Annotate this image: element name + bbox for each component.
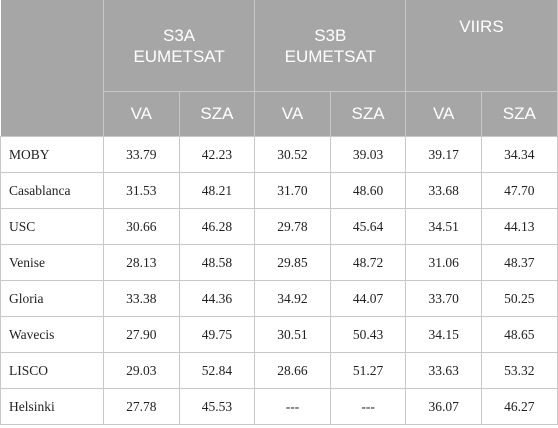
corner-cell	[0, 0, 104, 137]
site-name-cell: Wavecis	[0, 316, 104, 353]
value-cell-s3a-sza: 46.28	[179, 208, 256, 245]
value-cell-s3a-sza: 49.75	[179, 316, 256, 353]
value-cell-viirs-va: 33.63	[405, 352, 482, 389]
value-cell-s3a-sza: 42.23	[179, 136, 256, 173]
value-cell-s3a-va: 29.03	[103, 352, 180, 389]
value-cell-s3b-va: 30.51	[254, 316, 331, 353]
value-cell-viirs-sza: 34.34	[481, 136, 558, 173]
value-cell-viirs-sza: 48.37	[481, 244, 558, 281]
group-header-viirs: VIIRS	[405, 0, 558, 92]
value-cell-s3a-sza: 48.58	[179, 244, 256, 281]
value-cell-s3b-va: 31.70	[254, 172, 331, 209]
group-header-viirs-line1: VIIRS	[459, 17, 504, 36]
value-cell-s3b-sza: 51.27	[330, 352, 407, 389]
value-cell-viirs-va: 31.06	[405, 244, 482, 281]
value-cell-viirs-va: 33.68	[405, 172, 482, 209]
value-cell-s3a-va: 28.13	[103, 244, 180, 281]
sub-header-viirs-va: VA	[405, 91, 482, 137]
site-name-cell: Gloria	[0, 280, 104, 317]
value-cell-viirs-sza: 53.32	[481, 352, 558, 389]
value-cell-viirs-sza: 47.70	[481, 172, 558, 209]
table-row: MOBY 33.79 42.23 30.52 39.03 39.17 34.34	[0, 136, 558, 173]
value-cell-viirs-va: 39.17	[405, 136, 482, 173]
group-header-s3b-line2: EUMETSAT	[284, 46, 376, 66]
value-cell-viirs-sza: 46.27	[481, 388, 558, 425]
value-cell-s3b-va: ---	[254, 388, 331, 425]
sub-header-viirs-sza: SZA	[481, 91, 558, 137]
table-header: S3A EUMETSAT S3B EUMETSAT VIIRS VA SZA V…	[0, 0, 558, 137]
site-name-cell: MOBY	[0, 136, 104, 173]
table-row: Casablanca 31.53 48.21 31.70 48.60 33.68 47.70	[0, 172, 558, 209]
table-row: Venise 28.13 48.58 29.85 48.72 31.06 48.37	[0, 244, 558, 281]
value-cell-s3b-va: 29.78	[254, 208, 331, 245]
group-header-s3b-line1: S3B	[314, 25, 347, 45]
value-cell-s3b-sza: 48.60	[330, 172, 407, 209]
group-header-s3a: S3A EUMETSAT	[103, 0, 256, 92]
table-row: Wavecis 27.90 49.75 30.51 50.43 34.15 48.65	[0, 316, 558, 353]
value-cell-s3a-va: 27.78	[103, 388, 180, 425]
group-header-row: S3A EUMETSAT S3B EUMETSAT VIIRS	[0, 0, 558, 137]
value-cell-s3a-va: 33.38	[103, 280, 180, 317]
value-cell-s3a-sza: 45.53	[179, 388, 256, 425]
value-cell-s3b-sza: 39.03	[330, 136, 407, 173]
value-cell-s3b-va: 34.92	[254, 280, 331, 317]
value-cell-viirs-va: 36.07	[405, 388, 482, 425]
sub-header-s3b-sza: SZA	[330, 91, 407, 137]
group-header-s3a-line2: EUMETSAT	[133, 46, 225, 66]
sub-header-row: VA SZA VA SZA VA SZA	[1, 91, 558, 137]
value-cell-s3b-sza: 50.43	[330, 316, 407, 353]
sub-header-s3a-sza: SZA	[179, 91, 256, 137]
table-row: Helsinki 27.78 45.53 --- --- 36.07 46.27	[0, 388, 558, 425]
table-body: MOBY 33.79 42.23 30.52 39.03 39.17 34.34 Casabl…	[0, 136, 558, 425]
value-cell-s3a-sza: 48.21	[179, 172, 256, 209]
value-cell-s3a-va: 31.53	[103, 172, 180, 209]
value-cell-viirs-sza: 50.25	[481, 280, 558, 317]
value-cell-s3b-sza: 48.72	[330, 244, 407, 281]
value-cell-viirs-va: 34.15	[405, 316, 482, 353]
value-cell-s3a-va: 33.79	[103, 136, 180, 173]
sub-header-s3a-va: VA	[103, 91, 180, 137]
table-row: USC 30.66 46.28 29.78 45.64 34.51 44.13	[0, 208, 558, 245]
value-cell-viirs-sza: 44.13	[481, 208, 558, 245]
site-name-cell: USC	[0, 208, 104, 245]
site-name-cell: Helsinki	[0, 388, 104, 425]
group-header-s3a-line1: S3A	[163, 25, 196, 45]
site-name-cell: LISCO	[0, 352, 104, 389]
value-cell-s3b-sza: ---	[330, 388, 407, 425]
value-cell-s3a-va: 30.66	[103, 208, 180, 245]
value-cell-viirs-va: 34.51	[405, 208, 482, 245]
value-cell-s3b-va: 30.52	[254, 136, 331, 173]
table-row: Gloria 33.38 44.36 34.92 44.07 33.70 50.25	[0, 280, 558, 317]
value-cell-s3a-sza: 52.84	[179, 352, 256, 389]
group-header-s3b: S3B EUMETSAT	[254, 0, 407, 92]
value-cell-s3b-sza: 44.07	[330, 280, 407, 317]
value-cell-s3a-sza: 44.36	[179, 280, 256, 317]
site-name-cell: Casablanca	[0, 172, 104, 209]
value-cell-s3b-sza: 45.64	[330, 208, 407, 245]
value-cell-viirs-va: 33.70	[405, 280, 482, 317]
value-cell-viirs-sza: 48.65	[481, 316, 558, 353]
value-cell-s3a-va: 27.90	[103, 316, 180, 353]
site-name-cell: Venise	[0, 244, 104, 281]
table-row: LISCO 29.03 52.84 28.66 51.27 33.63 53.32	[0, 352, 558, 389]
sub-header-s3b-va: VA	[254, 91, 331, 137]
value-cell-s3b-va: 29.85	[254, 244, 331, 281]
value-cell-s3b-va: 28.66	[254, 352, 331, 389]
